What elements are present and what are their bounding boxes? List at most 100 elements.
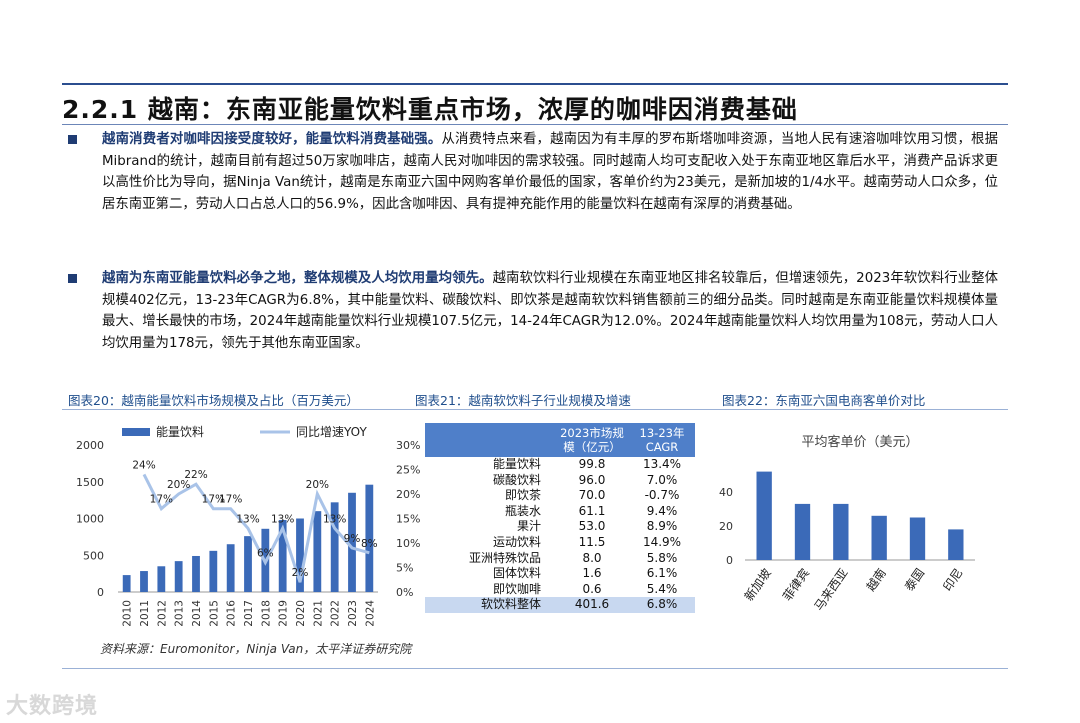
table-cell-size: 70.0 [578,488,606,503]
y-tick-label: 0 [726,554,733,567]
y2-tick-label: 10% [396,537,420,550]
bullet-2-text: 越南为东南亚能量饮料必争之地，整体规模及人均饮用量均领先。越南软饮料行业规模在东… [102,268,998,354]
table-cell-name: 碳酸饮料 [492,472,541,487]
bar [794,503,811,560]
x-tick-label: 新加坡 [741,565,774,603]
data-label: 2% [292,567,309,579]
x-tick-label: 泰国 [902,566,927,594]
data-label: 17% [202,494,225,506]
table-cell-cagr: 9.4% [646,503,678,518]
data-label: 13% [236,513,259,525]
bar [365,484,374,592]
x-tick-label: 2016 [226,600,238,627]
x-tick-label: 2019 [278,600,290,627]
page-title: 2.2.1 越南：东南亚能量饮料重点市场，浓厚的咖啡因消费基础 [62,95,798,124]
y2-tick-label: 20% [396,488,420,501]
x-tick-label: 2015 [208,600,220,627]
table-cell-name: 即饮茶 [504,488,541,503]
bullet-1-text: 越南消费者对咖啡因接受度较好，能量饮料消费基础强。从消费特点来看，越南因为有丰厚… [102,129,998,215]
table-header-row: 2023市场规模（亿元） 13-23年CAGR [425,423,695,457]
data-label: 8% [361,538,378,550]
bar [833,503,849,560]
table-cell-name: 软饮料整体 [425,597,555,613]
y-tick-label: 40 [719,486,733,499]
bar [909,517,926,560]
table-cell-size: 11.5 [578,534,606,549]
bar [278,519,287,592]
table-row: 运动饮料 11.5 14.9% [425,535,695,551]
bar [871,515,887,560]
table-cell-cagr: 7.0% [646,472,678,487]
bar [330,502,339,592]
x-tick-label: 菲律宾 [779,565,812,603]
source-note: 资料来源：Euromonitor，Ninja Van，太平洋证券研究院 [100,642,412,656]
square-bullet-icon [68,274,77,283]
table-row: 碳酸饮料 96.0 7.0% [425,473,695,489]
table-cell-size: 0.6 [582,581,602,596]
bar [244,536,252,592]
x-tick-label: 印尼 [940,566,965,594]
bar [140,571,148,592]
yoy-line [142,473,370,583]
y2-tick-label: 30% [396,439,420,452]
bullet-2: 越南为东南亚能量饮料必争之地，整体规模及人均饮用量均领先。越南软饮料行业规模在东… [68,268,998,354]
table-cell-size: 401.6 [555,597,629,613]
table-cell-cagr: -0.7% [644,488,680,503]
table-cell-cagr: 14.9% [642,534,682,549]
x-tick-label: 2020 [295,600,307,627]
data-label: 22% [184,469,207,481]
table-row: 能量饮料 99.8 13.4% [425,457,695,473]
x-tick-label: 2022 [330,600,342,627]
data-label: 13% [271,513,294,525]
x-tick-label: 2014 [191,600,203,627]
bullet-1-lead: 越南消费者对咖啡因接受度较好，能量饮料消费基础强。 [102,132,442,147]
table-row: 固体饮料 1.6 6.1% [425,566,695,582]
table-cell-name: 运动饮料 [492,534,541,549]
x-tick-label: 2024 [364,600,376,627]
legend-bar-swatch [122,428,150,436]
caption-fig21: 图表21：越南软饮料子行业规模及增速 [415,393,631,408]
energy-drink-market-chart: 0 500 1000 1500 2000 0% 5% 10% 15% 20% 25% 30% 2010 2… [76,425,420,627]
bar [122,575,131,592]
bar [348,492,356,592]
table-cell-size: 8.0 [582,550,602,565]
table-cell-cagr: 6.8% [629,597,695,613]
table-cell-size: 61.1 [578,503,606,518]
data-label: 17% [219,494,242,506]
table-cell-name: 果汁 [516,519,541,534]
bar [192,555,200,592]
softdrink-subsector-table: 2023市场规模（亿元） 13-23年CAGR 能量饮料 99.8 13.4% 碳酸饮… [425,423,695,613]
table-total-row: 软饮料整体 401.6 6.8% [425,597,695,613]
table-cell-size: 99.8 [578,457,606,471]
bar [948,529,964,560]
data-label: 6% [257,548,274,560]
table-cell-size: 96.0 [578,472,606,487]
y-tick-label: 1500 [76,476,104,489]
data-label: 20% [167,479,190,491]
table-cell-cagr: 8.9% [646,519,678,534]
x-tick-label: 2012 [156,600,168,627]
data-label: 20% [306,479,329,491]
y-tick-label: 1000 [76,513,104,526]
y-tick-label: 0 [97,586,104,599]
y-tick-label: 2000 [76,439,104,452]
caption-rule [62,409,1008,410]
data-label: 17% [150,494,173,506]
x-tick-label: 2011 [139,600,151,627]
y2-tick-label: 5% [396,562,413,575]
table-row: 即饮茶 70.0 -0.7% [425,488,695,504]
caption-fig20: 图表20：越南能量饮料市场规模及占比（百万美元） [68,393,359,408]
x-tick-label: 2010 [122,600,134,627]
top-rule [62,83,1008,85]
table-header-name [425,423,555,457]
caption-fig22: 图表22：东南亚六国电商客单价对比 [722,393,926,408]
table-cell-name: 瓶装水 [504,503,541,518]
x-tick-label: 2018 [260,600,272,627]
table-cell-size: 1.6 [582,566,602,581]
table-header-size: 2023市场规模（亿元） [555,423,629,457]
table-row: 瓶装水 61.1 9.4% [425,504,695,520]
title-underline [62,124,1008,125]
table-cell-name: 即饮咖啡 [492,581,541,596]
data-label: 9% [344,533,361,545]
y2-tick-label: 0% [396,586,413,599]
